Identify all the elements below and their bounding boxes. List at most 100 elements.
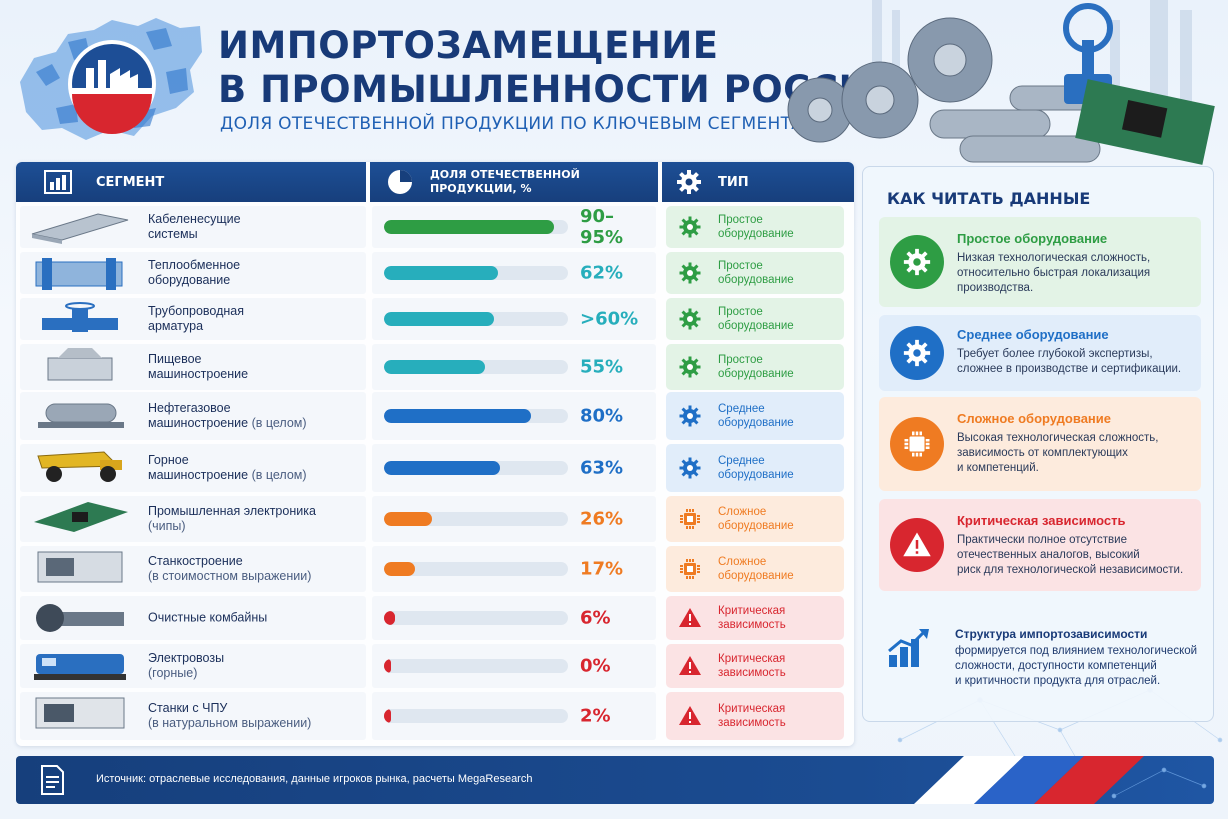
- segment-name: Трубопроводная: [148, 304, 245, 318]
- gear-icon: [679, 308, 701, 330]
- legend-card-title: Простое оборудование: [957, 231, 1108, 246]
- share-cell: 55%: [372, 344, 656, 390]
- segment-cell: Станкостроение (в стоимостном выражении): [20, 546, 366, 592]
- segment-note: (горные): [148, 666, 198, 680]
- share-cell: 17%: [372, 546, 656, 592]
- type-label: Простое оборудование: [718, 259, 794, 287]
- segment-label: Станки с ЧПУ (в натуральном выражении): [148, 701, 311, 731]
- header-share: ДОЛЯ ОТЕЧЕСТВЕННОЙ ПРОДУКЦИИ, %: [370, 162, 658, 202]
- table-row: Промышленная электроника (чипы) 26% Сложное…: [16, 494, 854, 544]
- structure-title: Структура импортозависимости: [955, 627, 1148, 641]
- bar-chart-icon: [44, 170, 72, 194]
- segment-name: Промышленная электроника: [148, 504, 316, 518]
- legend-card-desc-line: отечественных аналогов, высокий: [957, 549, 1140, 561]
- legend-card-title: Критическая зависимость: [957, 513, 1126, 528]
- oil-gas-equipment-image: [38, 403, 124, 428]
- bar-fill: [384, 409, 532, 423]
- legend-card-desc-line: Требует более глубокой экспертизы,: [957, 348, 1153, 360]
- legend-card-description: Низкая технологическая сложность, относит…: [957, 251, 1191, 296]
- type-label: Среднее оборудование: [718, 454, 794, 482]
- segment-note: (чипы): [148, 519, 186, 533]
- type-label-line-1: Критическая: [718, 703, 786, 715]
- legend-card-description: Практически полное отсутствие отечественн…: [957, 533, 1191, 578]
- gear-icon: [679, 356, 701, 378]
- segment-name: Теплообменное: [148, 258, 241, 272]
- type-label: Простое оборудование: [718, 213, 794, 241]
- segment-name-line-2: (горные): [148, 666, 224, 681]
- bar-value-label: 62%: [580, 262, 624, 284]
- type-label-line-1: Сложное: [718, 506, 767, 518]
- segment-label: Пищевое машиностроение: [148, 352, 248, 382]
- segment-name-continuation: машиностроение: [148, 367, 249, 381]
- legend-card-desc-line: Высокая технологическая сложность,: [957, 432, 1159, 444]
- type-label-line-1: Среднее: [718, 403, 765, 415]
- bar-value-label: 80%: [580, 405, 624, 427]
- segment-name-line-2: машиностроение (в целом): [148, 416, 307, 431]
- legend-card-title: Сложное оборудование: [957, 411, 1112, 426]
- structure-desc-line-2: сложности, доступности компетенций: [955, 660, 1157, 672]
- segment-cell: Промышленная электроника (чипы): [20, 496, 366, 542]
- bar-track: [384, 312, 568, 326]
- segment-name-continuation: оборудование: [148, 273, 231, 287]
- bar-fill: [384, 312, 495, 326]
- warning-icon: [679, 656, 701, 675]
- bar-value-label: 6%: [580, 607, 611, 629]
- type-badge: Сложное оборудование: [666, 496, 844, 542]
- cable-tray-image: [31, 213, 129, 244]
- segment-name-line-2: оборудование: [148, 273, 240, 288]
- bar-value-label: 90–95%: [580, 206, 624, 248]
- table-row: Станкостроение (в стоимостном выражении) 1…: [16, 544, 854, 594]
- flag-stripes-decoration: [914, 756, 1207, 804]
- warning-icon: [679, 608, 701, 627]
- bar-fill: [384, 562, 416, 576]
- segment-name-line-2: (в натуральном выражении): [148, 716, 311, 731]
- legend-card-critical: Критическая зависимость Практически полно…: [879, 499, 1201, 591]
- segment-name-line-2: (чипы): [148, 519, 316, 534]
- type-label-line-1: Простое: [718, 214, 763, 226]
- source-note: Источник: отраслевые исследования, данны…: [96, 773, 533, 785]
- bar-track: [384, 266, 568, 280]
- share-cell: 0%: [372, 644, 656, 688]
- chip-icon: [680, 509, 700, 529]
- table-row: Нефтегазовое машиностроение (в целом) 80% С…: [16, 390, 854, 442]
- table-row: Станки с ЧПУ (в натуральном выражении) 2% К…: [16, 690, 854, 742]
- segment-label: Станкостроение (в стоимостном выражении): [148, 554, 311, 584]
- share-cell: 62%: [372, 252, 656, 294]
- bar-track: [384, 611, 568, 625]
- legend-card-desc-line: риск для технологической независимости.: [957, 564, 1184, 576]
- legend-panel: КАК ЧИТАТЬ ДАННЫЕ Простое оборудование Ни…: [862, 166, 1214, 722]
- type-badge: Критическая зависимость: [666, 692, 844, 740]
- segment-name: Пищевое: [148, 352, 202, 366]
- segment-cell: Нефтегазовое машиностроение (в целом): [20, 392, 366, 440]
- table-row: Теплообменное оборудование 62% Простое обору…: [16, 250, 854, 296]
- warning-icon: [679, 706, 701, 725]
- gear-icon: [679, 405, 701, 427]
- segments-table: СЕГМЕНТ ДОЛЯ ОТЕЧЕСТВЕННОЙ ПРОДУКЦИИ, % …: [16, 162, 854, 746]
- bar-track: [384, 659, 568, 673]
- bar-fill: [384, 220, 555, 234]
- bar-value-label: 55%: [580, 356, 624, 378]
- bar-fill: [384, 461, 500, 475]
- type-label-line-2: зависимость: [718, 717, 786, 729]
- segment-name: Кабеленесущие: [148, 212, 241, 226]
- segment-name: Станки с ЧПУ: [148, 701, 228, 715]
- header-type: ТИП: [662, 162, 854, 202]
- segment-cell: Теплообменное оборудование: [20, 252, 366, 294]
- share-cell: >60%: [372, 298, 656, 340]
- header-segment-label: СЕГМЕНТ: [96, 174, 165, 190]
- bar-track: [384, 512, 568, 526]
- segment-label: Очистные комбайны: [148, 611, 267, 626]
- type-label: Сложное оборудование: [718, 555, 794, 583]
- table-row: Горное машиностроение (в целом) 63% Среднее…: [16, 442, 854, 494]
- legend-title: КАК ЧИТАТЬ ДАННЫЕ: [887, 189, 1091, 208]
- legend-card-simple: Простое оборудование Низкая технологическ…: [879, 217, 1201, 307]
- food-machine-image: [47, 348, 113, 381]
- type-label-line-2: оборудование: [718, 368, 794, 380]
- legend-card-complex: Сложное оборудование Высокая технологичес…: [879, 397, 1201, 491]
- legend-card-desc-line: зависимость от комплектующих: [957, 447, 1128, 459]
- legend-card-description: Высокая технологическая сложность, зависи…: [957, 431, 1191, 476]
- type-label-line-2: оборудование: [718, 570, 794, 582]
- type-badge: Критическая зависимость: [666, 644, 844, 688]
- segment-name: Очистные комбайны: [148, 610, 268, 625]
- type-badge: Критическая зависимость: [666, 596, 844, 640]
